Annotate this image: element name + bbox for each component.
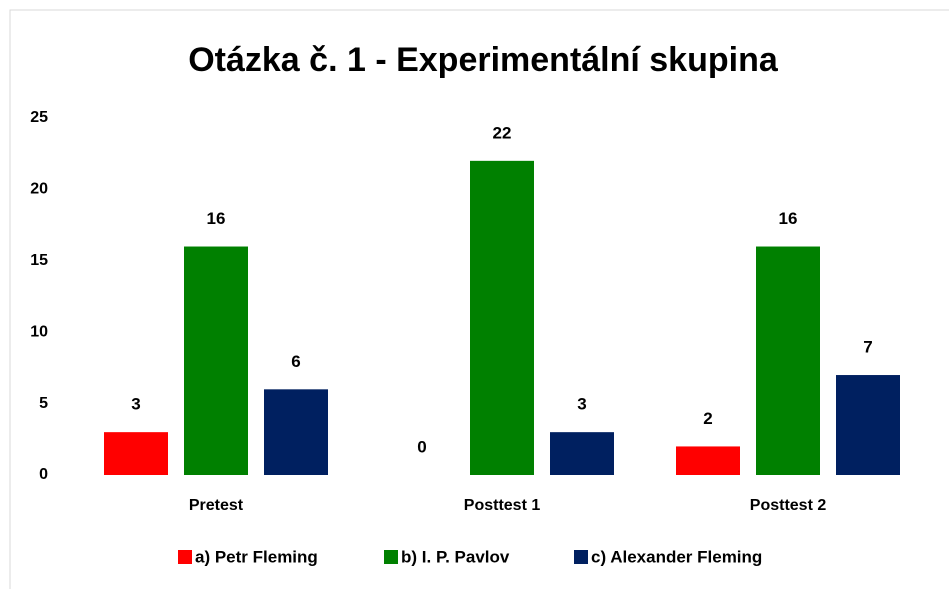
y-tick-label: 25 <box>30 109 48 126</box>
x-tick-label: Pretest <box>189 497 244 514</box>
data-label: 2 <box>703 409 712 428</box>
y-tick-label: 10 <box>30 323 48 340</box>
data-label: 6 <box>291 352 300 371</box>
y-tick-label: 20 <box>30 181 48 198</box>
chart-title: Otázka č. 1 - Experimentální skupina <box>188 41 779 79</box>
legend-label: c) Alexander Fleming <box>591 547 762 566</box>
y-tick-label: 15 <box>30 252 48 269</box>
bar <box>756 246 820 475</box>
data-label: 22 <box>493 123 512 142</box>
bar <box>264 389 328 475</box>
bar <box>550 432 614 475</box>
data-label: 0 <box>417 437 426 456</box>
x-tick-label: Posttest 2 <box>750 497 827 514</box>
data-label: 3 <box>131 395 140 414</box>
bar <box>836 375 900 475</box>
legend-swatch <box>384 550 398 564</box>
bar <box>470 160 534 475</box>
y-tick-label: 5 <box>39 395 48 412</box>
legend-swatch <box>178 550 192 564</box>
data-label: 3 <box>577 395 586 414</box>
legend-label: b) I. P. Pavlov <box>401 547 510 566</box>
bar <box>676 446 740 475</box>
bar <box>184 246 248 475</box>
legend-swatch <box>574 550 588 564</box>
bar <box>104 432 168 475</box>
data-label: 16 <box>207 209 226 228</box>
x-tick-label: Posttest 1 <box>464 497 541 514</box>
y-tick-label: 0 <box>39 466 48 483</box>
data-label: 16 <box>779 209 798 228</box>
legend-label: a) Petr Fleming <box>195 547 318 566</box>
data-label: 7 <box>863 338 872 357</box>
